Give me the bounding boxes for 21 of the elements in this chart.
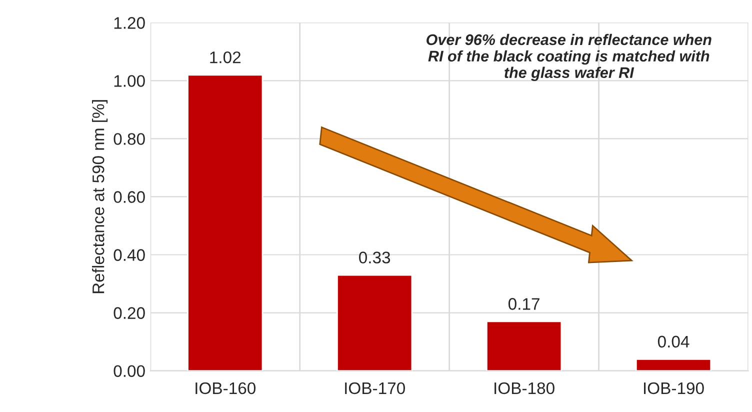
y-tick-label: 0.60 <box>114 191 145 203</box>
y-tick-label: 0.40 <box>114 249 145 261</box>
data-label: 0.17 <box>508 298 540 310</box>
x-tick-label: IOB-190 <box>644 382 704 394</box>
y-tick-label: 0.80 <box>114 133 145 145</box>
annotation: Over 96% decrease in reflectance when RI of the black coating is matched with the glass wafer RI <box>426 34 712 82</box>
bar <box>187 74 264 371</box>
x-tick-label: IOB-180 <box>494 382 554 394</box>
y-tick-label: 1.00 <box>114 75 145 87</box>
bar <box>336 274 413 371</box>
y-tick-label: 0.00 <box>114 365 145 378</box>
data-label: 0.04 <box>658 336 690 348</box>
y-axis-title: Reflectance at 590 nm [%] <box>92 100 108 294</box>
data-label: 0.33 <box>359 252 390 264</box>
data-label: 1.02 <box>210 51 241 64</box>
bar <box>486 320 562 371</box>
bar <box>635 358 712 371</box>
x-tick-label: IOB-170 <box>345 382 405 394</box>
y-tick-label: 1.20 <box>114 17 145 29</box>
x-tick-label: IOB-160 <box>196 382 256 394</box>
y-tick-label: 0.20 <box>114 307 145 319</box>
